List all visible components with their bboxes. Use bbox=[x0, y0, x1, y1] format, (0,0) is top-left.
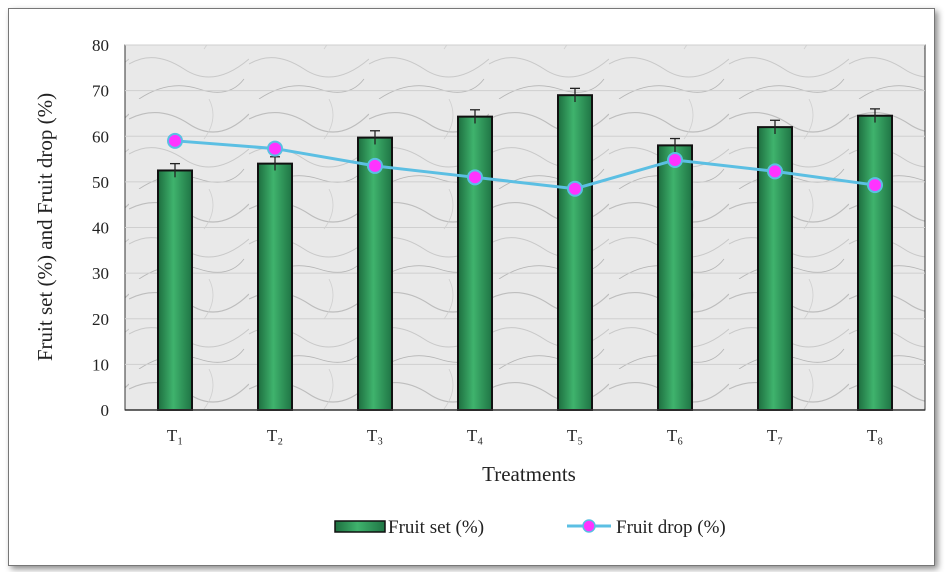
bar-fruit-set-5 bbox=[557, 94, 593, 411]
y-tick-label-30: 30 bbox=[92, 264, 109, 283]
fruit-drop-point-5 bbox=[567, 180, 583, 197]
bar-fruit-set-8 bbox=[857, 114, 893, 411]
x-tick-label-4: T₄ bbox=[467, 426, 483, 445]
legend-swatch-fruit-set bbox=[334, 520, 386, 533]
bar-fruit-set-6 bbox=[657, 144, 693, 411]
fruit-drop-point-3 bbox=[367, 157, 383, 174]
fruit-drop-point-8 bbox=[867, 177, 883, 194]
error-bar-3 bbox=[370, 130, 380, 145]
legend-marker-fruit-drop bbox=[582, 519, 596, 533]
bar-fruit-set-4 bbox=[457, 115, 493, 411]
x-tick-label-1: T₁ bbox=[167, 426, 183, 445]
fruit-set-error-bars bbox=[170, 87, 880, 178]
chart-frame: 0 10 20 30 40 50 60 70 80 T₁ T₂ T₃ T₄ T₅ T₆ T₇ T₈ Fruit… bbox=[8, 8, 935, 566]
fruit-drop-point-7 bbox=[767, 163, 783, 180]
x-tick-label-8: T₈ bbox=[867, 426, 883, 445]
fruit-set-bars bbox=[157, 94, 893, 411]
x-axis-title: Treatments bbox=[482, 462, 576, 486]
bar-fruit-set-3 bbox=[357, 136, 393, 411]
error-bar-1 bbox=[170, 162, 180, 178]
y-tick-label-0: 0 bbox=[101, 401, 110, 420]
legend-label-fruit-drop: Fruit drop (%) bbox=[616, 517, 726, 538]
y-tick-label-40: 40 bbox=[92, 219, 109, 238]
y-tick-label-80: 80 bbox=[92, 36, 109, 55]
y-tick-label-10: 10 bbox=[92, 355, 109, 374]
y-axis-title: Fruit set (%) and Fruit drop (%) bbox=[33, 93, 57, 361]
y-tick-label-20: 20 bbox=[92, 310, 109, 329]
error-bar-6 bbox=[670, 137, 680, 153]
x-tick-label-2: T₂ bbox=[267, 426, 283, 445]
error-bar-7 bbox=[770, 119, 780, 134]
y-axis-tick-labels: 0 10 20 30 40 50 60 70 80 bbox=[92, 36, 109, 420]
fruit-drop-point-1 bbox=[167, 132, 183, 149]
error-bar-4 bbox=[470, 109, 480, 124]
fruit-drop-point-2 bbox=[267, 140, 283, 157]
error-bar-2 bbox=[270, 156, 280, 171]
fruit-drop-line-path bbox=[174, 139, 876, 191]
y-tick-label-50: 50 bbox=[92, 173, 109, 192]
error-bar-5 bbox=[570, 87, 580, 103]
chart-svg: 0 10 20 30 40 50 60 70 80 T₁ T₂ T₃ T₄ T₅ T₆ T₇ T₈ Fruit… bbox=[33, 36, 926, 538]
fruit-drop-point-4 bbox=[467, 169, 483, 186]
bar-fruit-set-2 bbox=[257, 162, 293, 411]
x-tick-label-7: T₇ bbox=[767, 426, 783, 445]
fruit-drop-point-6 bbox=[667, 151, 683, 168]
legend-label-fruit-set: Fruit set (%) bbox=[388, 517, 484, 538]
x-tick-label-3: T₃ bbox=[367, 426, 383, 445]
legend-item-fruit-set: Fruit set (%) bbox=[334, 517, 484, 538]
x-axis-tick-labels: T₁ T₂ T₃ T₄ T₅ T₆ T₇ T₈ bbox=[167, 426, 883, 445]
x-tick-label-5: T₅ bbox=[567, 426, 583, 445]
bar-fruit-set-1 bbox=[157, 169, 193, 411]
legend: Fruit set (%) Fruit drop (%) bbox=[334, 517, 726, 538]
y-tick-label-70: 70 bbox=[92, 82, 109, 101]
y-tick-label-60: 60 bbox=[92, 127, 109, 146]
legend-item-fruit-drop: Fruit drop (%) bbox=[567, 517, 726, 538]
fruit-drop-line bbox=[167, 132, 883, 197]
error-bar-8 bbox=[870, 108, 880, 123]
x-tick-label-6: T₆ bbox=[667, 426, 683, 445]
